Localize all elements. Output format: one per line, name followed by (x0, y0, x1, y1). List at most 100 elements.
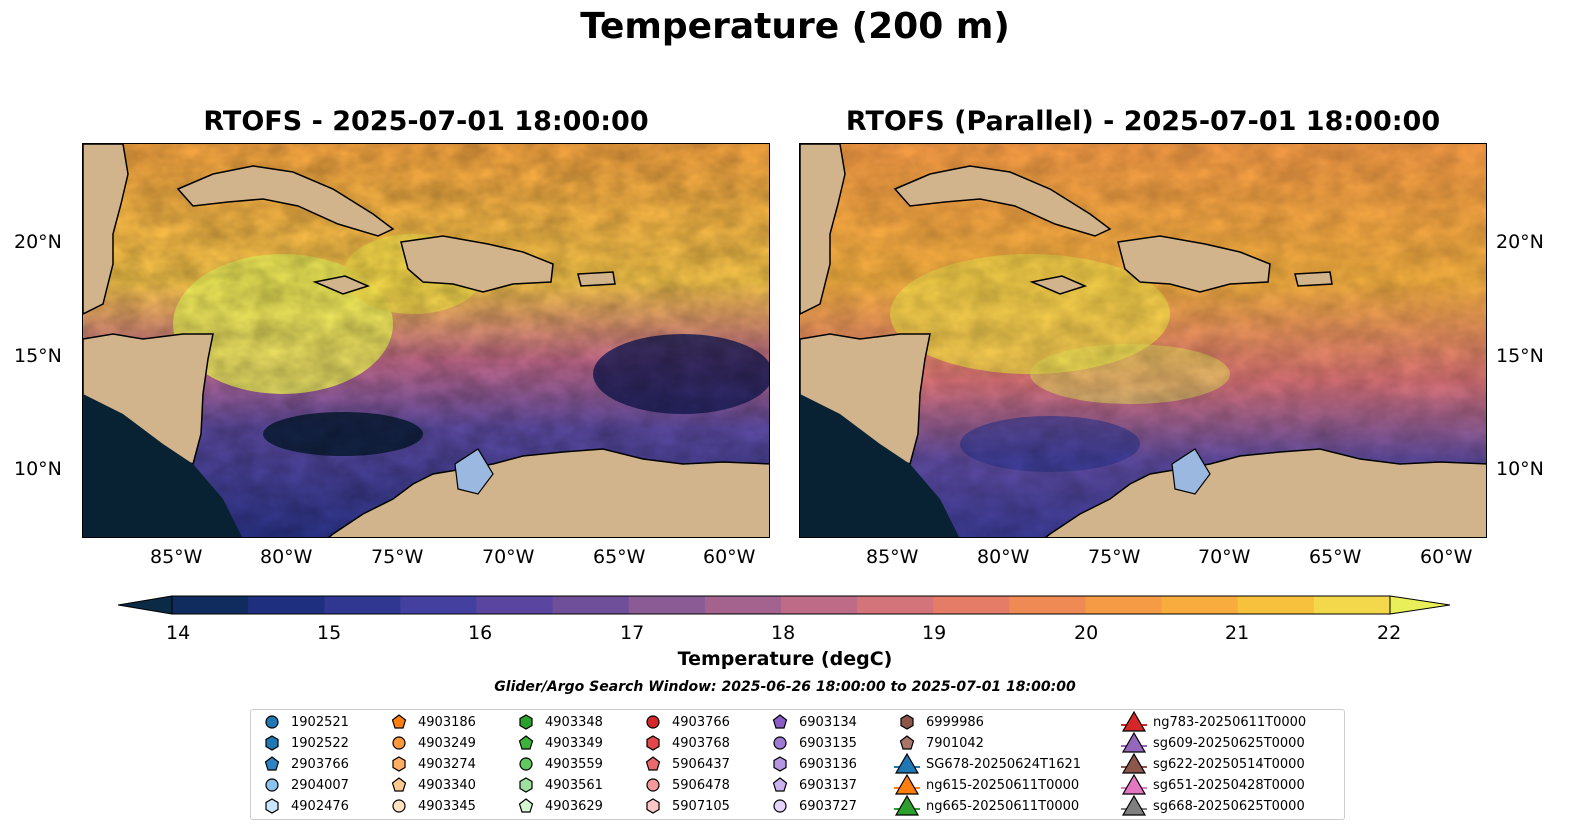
legend-marker-triangle (1121, 711, 1147, 732)
colorbar-band (933, 596, 1010, 614)
left-lon-tick: 80°W (260, 546, 313, 568)
legend-item: ng665-20250611T0000 (894, 795, 1080, 816)
right-panel-title: RTOFS (Parallel) - 2025-07-01 18:00:00 (845, 106, 1441, 137)
legend-marker-triangle (894, 774, 920, 795)
colorbar-band (857, 596, 934, 614)
legend-marker-hexagon (519, 777, 533, 793)
colorbar-tick: 20 (1074, 622, 1099, 644)
legend-label: 1902522 (291, 735, 349, 751)
legend-marker-pentagon (772, 714, 788, 729)
legend-marker-circle (392, 736, 406, 750)
legend-label: 1902521 (291, 714, 349, 730)
legend-label: sg609-20250625T0000 (1153, 735, 1305, 751)
legend-marker-triangle (1121, 732, 1147, 753)
legend-marker-hexagon (265, 735, 279, 751)
colorbar-band (172, 596, 249, 614)
legend-label: 5906437 (672, 756, 730, 772)
left-panel-title: RTOFS - 2025-07-01 18:00:00 (203, 106, 649, 137)
legend-label: 5906478 (672, 777, 730, 793)
colorbar-tick: 21 (1225, 622, 1250, 644)
legend-item: 4903766 (640, 712, 730, 732)
right-lon-tick: 60°W (1420, 546, 1473, 568)
legend-label: 4903561 (545, 777, 603, 793)
colorbar-band (1237, 596, 1315, 614)
legend-label: 2903766 (291, 756, 349, 772)
legend-label: 6999986 (926, 714, 984, 730)
legend-item: 4903249 (386, 733, 476, 753)
legend-marker-hexagon (773, 756, 787, 772)
colorbar-band (704, 596, 782, 614)
legend-item: 6903134 (767, 712, 857, 732)
colorbar-tick: 15 (317, 622, 342, 644)
colorbar-band (1009, 596, 1086, 614)
left-lat-tick: 10°N (14, 458, 62, 480)
legend-item: 4903186 (386, 712, 476, 732)
legend-label: 6903727 (799, 798, 857, 814)
left-lat-tick: 20°N (14, 231, 62, 253)
left-lon-tick: 70°W (482, 546, 535, 568)
legend-label: 4903768 (672, 735, 730, 751)
legend-item: SG678-20250624T1621 (894, 753, 1082, 774)
legend-item: 4903561 (513, 775, 603, 795)
colorbar-frame (171, 595, 1391, 615)
colorbar-band (781, 596, 858, 614)
legend-item: sg609-20250625T0000 (1121, 732, 1305, 753)
colorbar-extend-high (1389, 595, 1451, 615)
right-lat-tick: 10°N (1496, 458, 1544, 480)
right-lon-tick: 75°W (1088, 546, 1141, 568)
colorbar-band (628, 596, 706, 614)
legend-item: 4903340 (386, 775, 476, 795)
legend-marker-pentagon (899, 735, 915, 750)
legend-item: sg668-20250625T0000 (1121, 795, 1305, 816)
legend-label: 4903345 (418, 798, 476, 814)
left-lat-tick: 15°N (14, 345, 62, 367)
legend-item: 4903348 (513, 712, 603, 732)
legend-label: 4903629 (545, 798, 603, 814)
legend-label: 4902476 (291, 798, 349, 814)
legend-label: 4903340 (418, 777, 476, 793)
legend-marker-pentagon (264, 756, 280, 771)
legend-item: 5906437 (640, 754, 730, 774)
legend-item: 7901042 (894, 733, 984, 753)
legend-label: 4903249 (418, 735, 476, 751)
legend-item: 6903727 (767, 796, 857, 816)
right-lat-tick: 20°N (1496, 231, 1544, 253)
legend-item: ng783-20250611T0000 (1121, 711, 1307, 732)
right-map-svg (799, 143, 1487, 538)
legend-item: 2903766 (259, 754, 349, 774)
legend-label: 4903274 (418, 756, 476, 772)
legend-item: 4902476 (259, 796, 349, 816)
right-lon-tick: 80°W (977, 546, 1030, 568)
legend-item: 4903559 (513, 754, 603, 774)
legend-marker-circle (265, 778, 279, 792)
colorbar-band (1085, 596, 1163, 614)
legend-marker-triangle (1121, 753, 1147, 774)
legend-label: 6903137 (799, 777, 857, 793)
colorbar-band (248, 596, 325, 614)
legend-marker-hexagon (519, 714, 533, 730)
colorbar-tick: 17 (620, 622, 645, 644)
legend-item: 6999986 (894, 712, 984, 732)
legend-item: 6903135 (767, 733, 857, 753)
right-temperature-map (799, 143, 1487, 538)
legend-marker-hexagon (646, 798, 660, 814)
colorbar (117, 595, 1451, 615)
legend-marker-hexagon (265, 798, 279, 814)
colorbar-extend-low (117, 595, 173, 615)
colorbar-tick: 22 (1377, 622, 1402, 644)
legend-label: 4903348 (545, 714, 603, 730)
left-lon-tick: 65°W (593, 546, 646, 568)
legend-marker-pentagon (518, 735, 534, 750)
legend-item: 4903768 (640, 733, 730, 753)
legend-label: 6903135 (799, 735, 857, 751)
legend-label: ng783-20250611T0000 (1153, 714, 1307, 730)
colorbar-band (552, 596, 630, 614)
legend-marker-triangle (1121, 795, 1147, 816)
legend-label: SG678-20250624T1621 (926, 756, 1082, 772)
colorbar-tick: 19 (922, 622, 947, 644)
right-lat-tick: 15°N (1496, 345, 1544, 367)
colorbar-band (1161, 596, 1239, 614)
left-map-svg (82, 143, 770, 538)
legend-label: ng665-20250611T0000 (926, 798, 1080, 814)
legend-marker-pentagon (391, 777, 407, 792)
